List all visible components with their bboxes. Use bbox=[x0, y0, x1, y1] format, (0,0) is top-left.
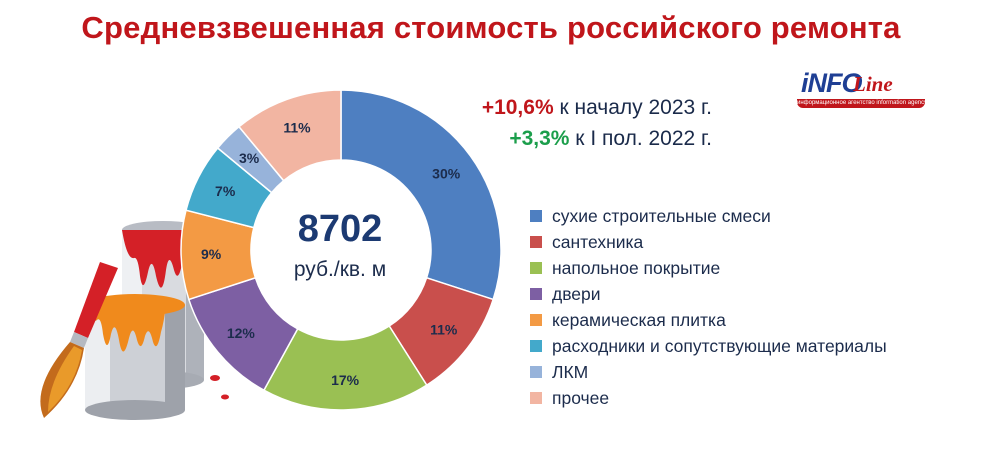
logo-bar: информационное агентство information age… bbox=[797, 99, 925, 108]
donut-slice bbox=[340, 89, 502, 301]
legend-swatch bbox=[530, 340, 542, 352]
center-total-value: 8702 bbox=[297, 208, 383, 250]
donut-slice bbox=[237, 89, 342, 182]
legend-item: расходники и сопутствующие материалы bbox=[530, 333, 887, 359]
legend-item: двери bbox=[530, 281, 887, 307]
slice-data-label: 11% bbox=[430, 322, 458, 338]
legend-item: напольное покрытие bbox=[530, 255, 887, 281]
legend-item: прочее bbox=[530, 385, 887, 411]
growth-text-2: к I пол. 2022 г. bbox=[569, 127, 712, 150]
legend-swatch bbox=[530, 236, 542, 248]
legend-swatch bbox=[530, 210, 542, 222]
slice-data-label: 30% bbox=[432, 166, 461, 182]
logo-text: iNFO bbox=[801, 68, 862, 98]
legend-label: напольное покрытие bbox=[552, 257, 721, 278]
slice-data-label: 17% bbox=[331, 372, 360, 388]
paint-drop bbox=[210, 375, 220, 381]
slice-data-label: 12% bbox=[227, 325, 256, 341]
paint-brush bbox=[40, 262, 118, 418]
legend-label: ЛКМ bbox=[552, 361, 589, 382]
paint-drop bbox=[221, 394, 229, 400]
infoline-logo: iNFO Line информационное агентство infor… bbox=[797, 68, 927, 110]
growth-text-1: к началу 2023 г. bbox=[553, 96, 712, 119]
growth-line-2: +3,3% к I пол. 2022 г. bbox=[430, 123, 712, 154]
slice-data-label: 11% bbox=[283, 120, 311, 136]
legend-item: ЛКМ bbox=[530, 359, 887, 385]
legend-label: расходники и сопутствующие материалы bbox=[552, 335, 887, 356]
chart-title: Средневзвешенная стоимость российского р… bbox=[81, 10, 901, 45]
legend-swatch bbox=[530, 366, 542, 378]
legend-label: прочее bbox=[552, 387, 610, 408]
slice-data-label: 3% bbox=[239, 150, 260, 166]
legend-label: сантехника bbox=[552, 231, 644, 252]
center-unit-label: руб./кв. м bbox=[293, 258, 387, 281]
legend-item: сухие строительные смеси bbox=[530, 203, 887, 229]
chart-legend: сухие строительные смеси сантехника наполь… bbox=[530, 203, 887, 411]
legend-item: сантехника bbox=[530, 229, 887, 255]
growth-line-1: +10,6% к началу 2023 г. bbox=[430, 92, 712, 123]
growth-annotations: +10,6% к началу 2023 г. +3,3% к I пол. 2… bbox=[430, 92, 712, 154]
growth-value-2: +3,3% bbox=[509, 127, 570, 150]
legend-item: керамическая плитка bbox=[530, 307, 887, 333]
legend-swatch bbox=[530, 314, 542, 326]
legend-swatch bbox=[530, 262, 542, 274]
legend-swatch bbox=[530, 288, 542, 300]
legend-label: керамическая плитка bbox=[552, 309, 726, 330]
logo-line-text: Line bbox=[853, 72, 893, 96]
legend-label: сухие строительные смеси bbox=[552, 205, 771, 226]
growth-value-1: +10,6% bbox=[481, 96, 554, 119]
slice-data-label: 7% bbox=[215, 183, 236, 199]
slice-data-label: 9% bbox=[201, 246, 222, 262]
legend-label: двери bbox=[552, 283, 601, 304]
legend-swatch bbox=[530, 392, 542, 404]
